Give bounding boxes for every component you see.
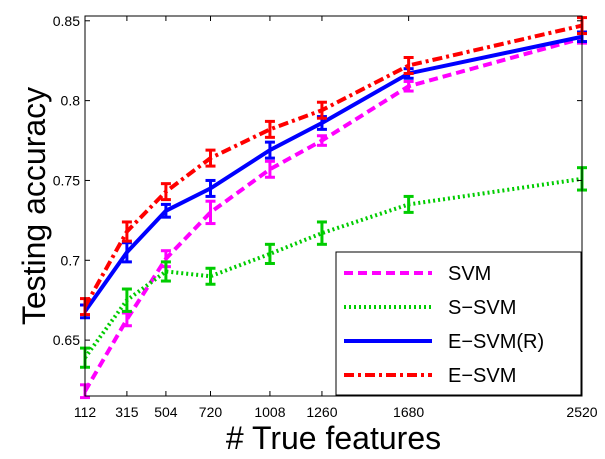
legend-label: E−SVM (448, 365, 516, 387)
x-tick-label: 1008 (254, 404, 285, 420)
series-line (83, 36, 583, 393)
x-tick-label: 2520 (566, 404, 597, 420)
series-line (83, 23, 583, 308)
y-tick-label: 0.85 (53, 13, 80, 29)
x-axis-title: # True features (226, 420, 441, 456)
series-line (83, 176, 583, 359)
series-line (83, 34, 583, 313)
x-tick-label: 720 (199, 404, 223, 420)
y-axis-title: Testing accuracy (16, 87, 52, 325)
x-tick-label: 1260 (306, 404, 337, 420)
legend-label: E−SVM(R) (448, 331, 544, 353)
x-tick-label: 504 (154, 404, 178, 420)
x-tick-label: 112 (74, 404, 97, 420)
legend-box (335, 251, 582, 396)
legend-label: S−SVM (448, 297, 516, 319)
y-tick-label: 0.65 (53, 332, 80, 348)
y-tick-label: 0.8 (61, 93, 81, 109)
legend-label: SVM (448, 263, 491, 285)
series-layer (80, 16, 587, 400)
y-tick-label: 0.75 (53, 172, 80, 188)
legend: SVM S−SVM E−SVM(R) E−SVM (335, 251, 582, 396)
ticks-layer: 112 315 504 720 1008 1260 1680 2520 0.65 0.7 0.75 0… (53, 13, 598, 420)
x-tick-label: 315 (115, 404, 139, 420)
y-tick-label: 0.7 (61, 252, 81, 268)
plot-frame (84, 15, 583, 397)
x-tick-label: 1680 (393, 404, 424, 420)
